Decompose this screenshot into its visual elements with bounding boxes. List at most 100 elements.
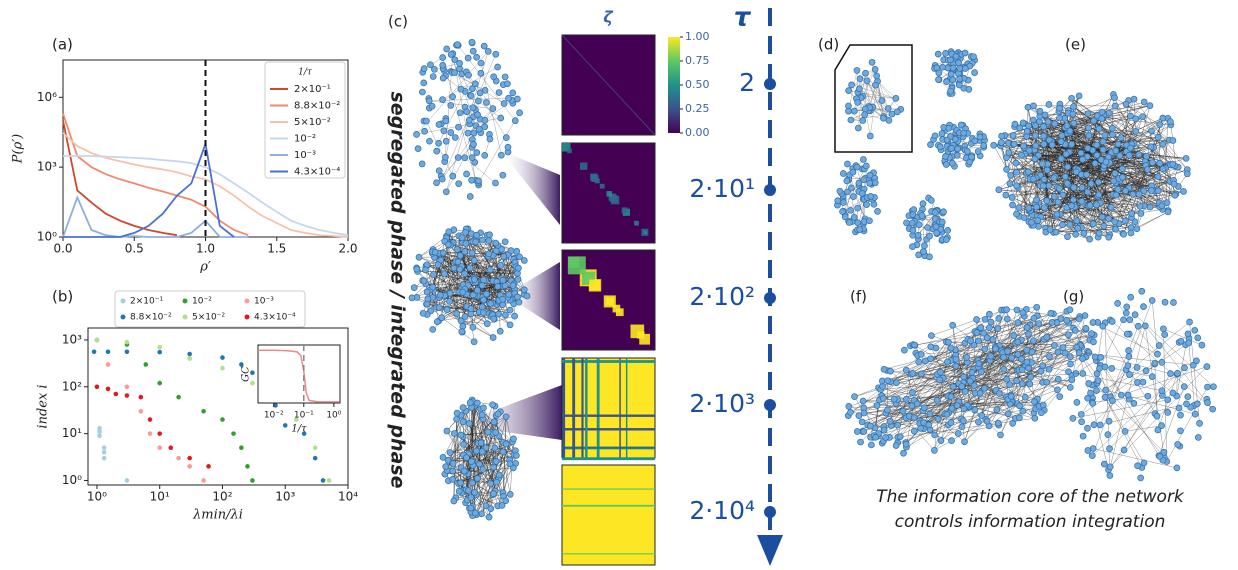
- network-node: [474, 475, 481, 482]
- network-node: [938, 218, 946, 226]
- network-node: [868, 58, 876, 66]
- network-node: [845, 403, 853, 410]
- network-edge: [443, 252, 519, 280]
- network-node: [1090, 117, 1098, 125]
- network-edge: [1009, 141, 1062, 184]
- network-node: [1089, 220, 1097, 228]
- network-node: [987, 352, 995, 360]
- network-node: [1056, 114, 1063, 122]
- network-node: [1159, 140, 1167, 148]
- network-node: [1198, 341, 1206, 349]
- network-node: [450, 430, 458, 437]
- network-node: [1163, 199, 1171, 207]
- x-tick-label: 0.0: [53, 242, 72, 256]
- heatmap-block: [567, 148, 572, 154]
- network-edge: [1082, 358, 1145, 463]
- network-node: [1050, 193, 1058, 200]
- network-node: [492, 429, 500, 436]
- y-axis-label: GC: [241, 366, 252, 382]
- network-node: [974, 148, 982, 155]
- network-node: [442, 137, 450, 145]
- network-node: [1046, 226, 1054, 233]
- network-node: [857, 438, 864, 446]
- network-node: [431, 248, 439, 256]
- network-node: [1090, 338, 1097, 346]
- network-node: [454, 41, 461, 48]
- network-node: [1093, 151, 1101, 159]
- network-node: [956, 64, 964, 72]
- network-node: [934, 50, 942, 58]
- network-node: [856, 85, 863, 93]
- projection: [500, 150, 560, 225]
- network-node: [861, 111, 869, 119]
- network-node: [443, 45, 451, 53]
- network-node: [947, 56, 954, 64]
- heatmap-block: [562, 143, 571, 152]
- network-node: [1108, 318, 1116, 325]
- network-node: [1023, 127, 1031, 135]
- network-node: [1063, 179, 1071, 187]
- network-node: [459, 418, 467, 426]
- network-node: [1012, 159, 1020, 167]
- network-edge: [1072, 399, 1168, 419]
- network-node: [480, 404, 487, 412]
- network-node: [993, 406, 1001, 414]
- network-node: [1124, 362, 1132, 370]
- network-node: [998, 139, 1005, 146]
- point: [239, 445, 244, 451]
- network-node: [486, 135, 494, 143]
- network-node: [498, 502, 506, 509]
- network-node: [1045, 182, 1053, 190]
- network-node: [1040, 140, 1048, 148]
- network-node: [1027, 373, 1035, 381]
- network-node: [506, 321, 514, 329]
- network-edge: [1088, 191, 1184, 207]
- network-node: [431, 65, 438, 73]
- network-node: [499, 448, 507, 456]
- network-node: [408, 294, 416, 302]
- network-node: [1137, 210, 1145, 217]
- network-node: [1111, 218, 1119, 226]
- network-node: [1000, 365, 1008, 373]
- network-node: [413, 131, 420, 138]
- network-node: [511, 312, 518, 320]
- network-node: [1119, 165, 1126, 173]
- heatmap-stripe: [596, 358, 600, 458]
- network-node: [1101, 363, 1109, 371]
- network-edge: [1000, 383, 1023, 436]
- network-node: [1059, 221, 1066, 229]
- network-node: [1133, 364, 1141, 371]
- network-node: [1112, 147, 1120, 155]
- heatmap-block: [589, 279, 600, 291]
- network-node: [515, 264, 522, 272]
- network-node: [1037, 367, 1045, 375]
- point: [187, 464, 192, 469]
- network-node: [947, 344, 955, 352]
- point: [231, 431, 236, 436]
- network-node: [1090, 421, 1098, 429]
- network-node: [986, 324, 993, 332]
- network-node: [947, 419, 955, 426]
- network-node: [443, 306, 451, 314]
- network-node: [1186, 318, 1193, 326]
- network-node: [873, 72, 881, 80]
- network-node: [970, 382, 978, 390]
- network-node: [1120, 230, 1127, 238]
- network-node: [1013, 306, 1021, 314]
- network-node: [494, 283, 502, 290]
- network-node: [970, 53, 977, 61]
- network-node: [854, 219, 862, 227]
- network-node: [949, 64, 957, 72]
- network-node: [505, 291, 513, 298]
- heatmap-stripe: [585, 358, 588, 458]
- network-node: [995, 186, 1003, 194]
- network-node: [995, 390, 1003, 397]
- network-node: [1114, 186, 1122, 193]
- x-tick-label: 10⁻²: [264, 411, 284, 421]
- network-edge: [973, 344, 1071, 388]
- network-edge: [1163, 328, 1203, 346]
- network-node: [1009, 420, 1017, 427]
- network-node: [427, 61, 434, 69]
- network-node: [1127, 112, 1134, 120]
- colorbar-label: 1.00: [685, 30, 710, 43]
